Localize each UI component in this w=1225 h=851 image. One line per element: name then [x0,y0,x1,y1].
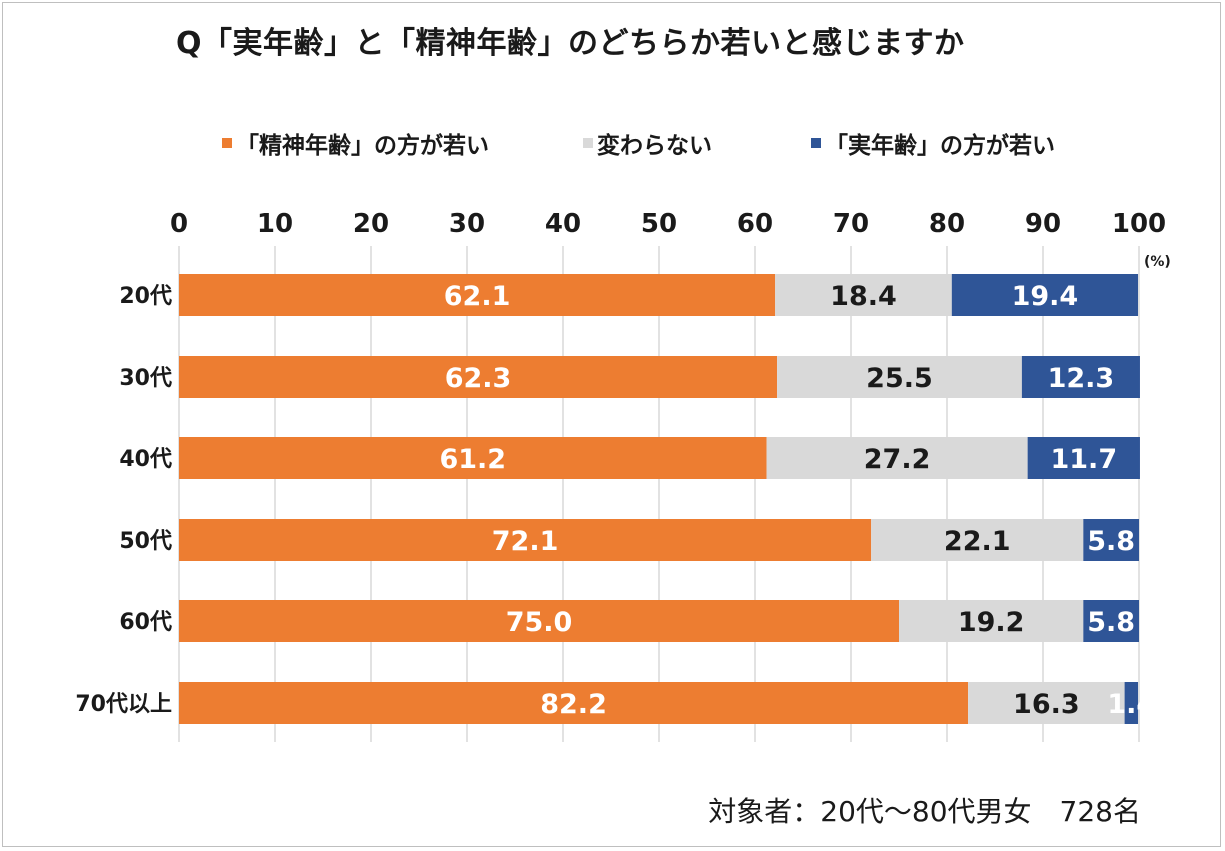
data-label: 22.1 [944,526,1011,557]
x-tick-label: 70 [833,209,869,239]
bar-segment [1124,682,1139,724]
bar-segment [179,519,872,561]
data-label: 5.8 [1087,607,1135,638]
x-tick-label: 20 [353,209,389,239]
data-label: 27.2 [864,444,931,475]
data-label: 82.2 [540,689,607,720]
bar-segment [179,274,776,316]
data-label: 5.8 [1087,526,1135,557]
data-label: 19.4 [1012,281,1079,312]
x-tick-label: 40 [545,209,581,239]
legend-label: 「実年齢」の方が若い [825,133,1055,159]
legend-entry-seishin-younger: 「精神年齢」の方が若い [222,128,489,159]
data-label: 72.1 [492,526,559,557]
y-category-label: 70代以上 [75,692,172,717]
bar-segment [951,274,1139,316]
bar-segment [766,437,1028,479]
legend-swatch-gray [583,138,593,148]
legend-swatch-orange [222,138,232,148]
x-tick-label: 100 [1112,209,1166,239]
bar-segment [775,274,952,316]
legend-entry-no-difference: 変わらない [583,128,712,159]
bar-segment [179,600,899,642]
data-label: 25.5 [866,363,933,394]
legend-entry-jitsu-younger: 「実年齢」の方が若い [811,128,1055,159]
bar-segment [179,682,969,724]
data-label: 19.2 [958,607,1025,638]
chart-title: Q「実年齢」と「精神年齢」のどちらか若いと感じますか [176,26,965,61]
y-category-label: 50代 [119,529,172,554]
bar-segment [179,437,767,479]
bar-segment [871,519,1084,561]
data-label: 75.0 [506,607,573,638]
data-label: 16.3 [1013,689,1080,720]
data-label: 11.7 [1050,444,1117,475]
legend-label: 変わらない [597,133,712,159]
bar-segment [968,682,1125,724]
x-tick-label: 30 [449,209,485,239]
x-tick-label: 60 [737,209,773,239]
bar-segment [1021,356,1140,398]
y-category-label: 40代 [119,447,172,472]
bar-segment [899,600,1084,642]
bar-segment [179,356,778,398]
data-label: 12.3 [1048,363,1115,394]
data-label: 61.2 [439,444,506,475]
data-label: 62.3 [445,363,512,394]
axis-unit-label: (%) [1144,254,1171,270]
data-label: 18.4 [830,281,897,312]
y-category-label: 60代 [119,610,172,635]
x-tick-label: 10 [257,209,293,239]
y-category-label: 30代 [119,366,172,391]
bar-segment [1083,519,1139,561]
bar-segment [1083,600,1139,642]
bar-segment [777,356,1022,398]
y-category-label: 20代 [119,284,172,309]
x-tick-label: 90 [1025,209,1061,239]
x-tick-label: 0 [170,209,188,239]
legend-label: 「精神年齢」の方が若い [236,133,489,159]
footnote: 対象者：20代～80代男女 728名 [708,795,1141,828]
x-tick-label: 80 [929,209,965,239]
x-tick-label: 50 [641,209,677,239]
bar-segment [1027,437,1140,479]
legend-swatch-blue [811,138,821,148]
data-label: 1.4 [1107,689,1155,720]
data-label: 62.1 [444,281,511,312]
